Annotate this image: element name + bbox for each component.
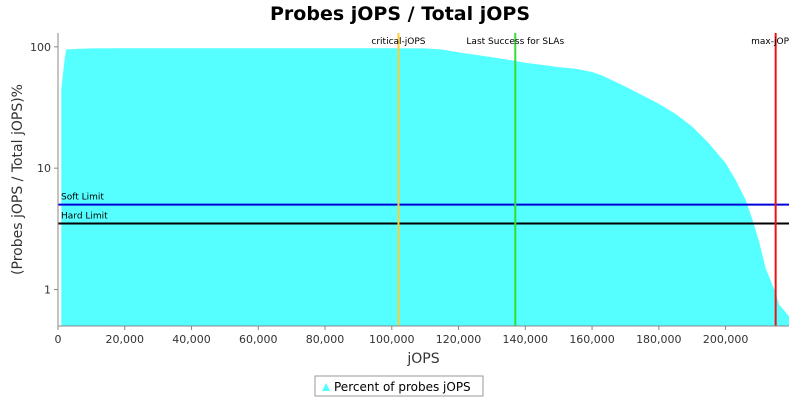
- legend-swatch-icon: [322, 383, 330, 391]
- hline-label-1: Hard Limit: [61, 211, 108, 221]
- x-tick-label-4: 80,000: [306, 333, 345, 346]
- y-axis-label: (Probes jOPS / Total jOPS)%: [10, 84, 26, 275]
- legend: Percent of probes jOPS: [314, 375, 484, 397]
- x-tick-label-5: 100,000: [369, 333, 415, 346]
- x-tick-label-10: 200,000: [703, 333, 749, 346]
- legend-box: [314, 375, 484, 397]
- x-tick-label-1: 20,000: [106, 333, 145, 346]
- x-tick-label-8: 160,000: [569, 333, 615, 346]
- hline-label-0: Soft Limit: [61, 193, 104, 203]
- area-series-0: [61, 48, 790, 326]
- vline-label-0: critical-jOPS: [371, 37, 425, 47]
- y-tick-label-1: 10: [37, 162, 51, 175]
- x-tick-label-6: 120,000: [436, 333, 482, 346]
- x-tick-label-2: 40,000: [172, 333, 211, 346]
- x-tick-label-9: 180,000: [636, 333, 682, 346]
- chart-title: Probes jOPS / Total jOPS: [270, 3, 530, 25]
- vline-label-1: Last Success for SLAs: [466, 37, 564, 47]
- plot-area: Soft Limit Hard Limit critical-jOPS Last Su…: [30, 33, 790, 346]
- x-tick-label-7: 140,000: [503, 333, 549, 346]
- x-axis-label: jOPS: [406, 351, 439, 367]
- vline-label-2: max-jOP: [751, 37, 789, 47]
- legend-label: Percent of probes jOPS: [334, 380, 471, 394]
- y-tick-label-2: 100: [30, 41, 51, 54]
- x-tick-label-0: 0: [55, 333, 62, 346]
- x-tick-label-3: 60,000: [239, 333, 278, 346]
- y-tick-label-0: 1: [44, 283, 51, 296]
